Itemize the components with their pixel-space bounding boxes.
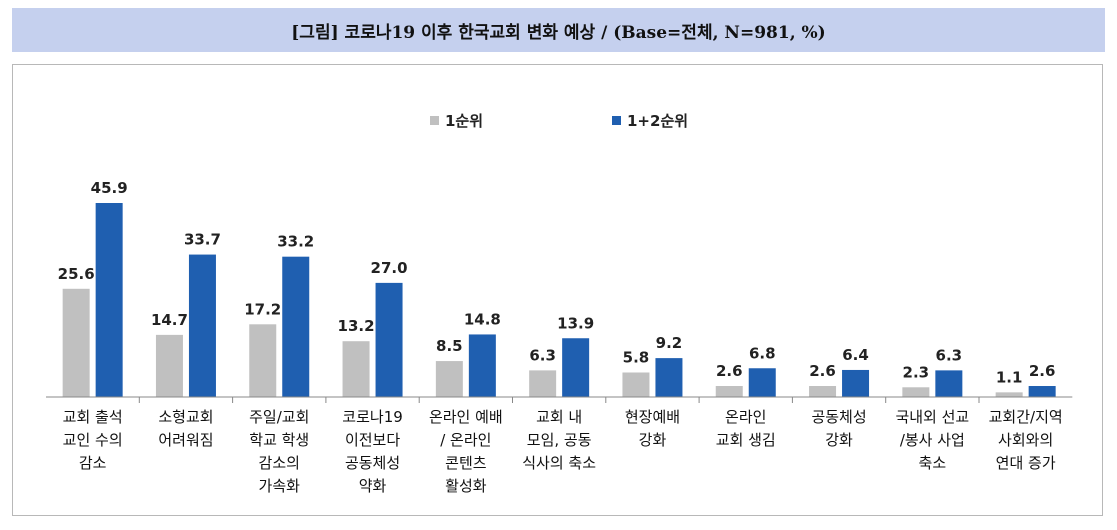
category-label-7-line-2: 강화 bbox=[639, 431, 667, 449]
bar-2-5 bbox=[468, 334, 496, 397]
value-label-2-11: 2.6 bbox=[1029, 362, 1056, 380]
category-label-9-line-1: 공동체성 bbox=[811, 408, 866, 426]
bar-2-8 bbox=[748, 368, 776, 397]
value-label-1-2: 14.7 bbox=[151, 311, 188, 329]
category-label-1-line-2: 교인 수의 bbox=[63, 431, 123, 449]
legend-label-2: 1+2순위 bbox=[627, 112, 688, 130]
category-label-6-line-1: 교회 내 bbox=[536, 408, 582, 426]
category-label-11-line-3: 연대 증가 bbox=[996, 454, 1056, 472]
bar-1-11 bbox=[995, 392, 1023, 397]
category-label-5-line-4: 활성화 bbox=[445, 477, 487, 495]
bar-1-7 bbox=[622, 372, 650, 397]
category-label-10-line-2: /봉사 사업 bbox=[900, 431, 965, 449]
value-label-2-5: 14.8 bbox=[464, 310, 501, 328]
bar-1-3 bbox=[249, 324, 277, 397]
category-label-6-line-2: 모임, 공동 bbox=[527, 431, 592, 449]
category-label-3-line-2: 학교 학생 bbox=[249, 431, 309, 449]
chart-title: [그림] 코로나19 이후 한국교회 변화 예상 / (Base=전체, N=9… bbox=[291, 22, 826, 43]
category-label-5-line-1: 온라인 예배 bbox=[429, 408, 503, 426]
category-label-5-line-2: / 온라인 bbox=[440, 431, 491, 449]
category-label-8-line-1: 온라인 bbox=[725, 408, 766, 426]
category-label-4-line-3: 공동체성 bbox=[345, 454, 400, 472]
category-label-4-line-4: 약화 bbox=[359, 477, 387, 495]
value-label-1-10: 2.3 bbox=[903, 363, 930, 381]
category-label-3-line-3: 감소의 bbox=[259, 454, 300, 472]
category-label-8-line-2: 교회 생김 bbox=[716, 431, 776, 449]
chart-title-bar: [그림] 코로나19 이후 한국교회 변화 예상 / (Base=전체, N=9… bbox=[12, 8, 1105, 52]
value-label-1-11: 1.1 bbox=[996, 368, 1023, 386]
bar-1-5 bbox=[435, 361, 463, 397]
bar-2-2 bbox=[188, 254, 216, 397]
bar-2-7 bbox=[655, 358, 683, 397]
value-label-1-3: 17.2 bbox=[244, 300, 281, 318]
bar-1-10 bbox=[902, 387, 930, 397]
bar-2-1 bbox=[95, 203, 123, 397]
bar-2-9 bbox=[842, 369, 870, 397]
bar-1-6 bbox=[529, 370, 557, 397]
category-label-4-line-1: 코로나19 bbox=[342, 408, 403, 426]
category-label-11-line-1: 교회간/지역 bbox=[989, 408, 1063, 426]
bar-2-10 bbox=[935, 370, 963, 397]
category-label-7-line-1: 현장예배 bbox=[625, 408, 680, 426]
category-label-1-line-3: 감소 bbox=[79, 454, 107, 472]
category-label-1-line-1: 교회 출석 bbox=[63, 408, 123, 426]
category-label-9-line-2: 강화 bbox=[825, 431, 853, 449]
bar-2-11 bbox=[1028, 386, 1056, 397]
category-label-2-line-1: 소형교회 bbox=[158, 408, 213, 426]
category-label-10-line-3: 축소 bbox=[919, 454, 947, 472]
legend-label-1: 1순위 bbox=[445, 112, 483, 130]
category-label-10-line-1: 국내외 선교 bbox=[895, 408, 969, 426]
value-label-2-4: 27.0 bbox=[371, 259, 408, 277]
bar-1-8 bbox=[715, 386, 743, 397]
bar-2-3 bbox=[282, 256, 310, 397]
value-label-1-4: 13.2 bbox=[338, 317, 375, 335]
category-label-4-line-2: 이전보다 bbox=[345, 431, 400, 449]
category-label-5-line-3: 콘텐츠 bbox=[445, 454, 487, 472]
value-label-2-6: 13.9 bbox=[557, 314, 594, 332]
value-label-2-2: 33.7 bbox=[184, 231, 221, 249]
value-label-2-8: 6.8 bbox=[749, 344, 776, 362]
legend-swatch-2 bbox=[612, 116, 621, 125]
value-label-2-10: 6.3 bbox=[936, 346, 963, 364]
bar-1-9 bbox=[809, 386, 837, 397]
bar-2-4 bbox=[375, 282, 403, 397]
value-label-1-8: 2.6 bbox=[716, 362, 743, 380]
category-label-2-line-2: 어려워짐 bbox=[158, 431, 213, 449]
category-label-11-line-2: 사회와의 bbox=[998, 431, 1053, 449]
value-label-2-1: 45.9 bbox=[91, 179, 128, 197]
category-label-6-line-3: 식사의 축소 bbox=[522, 454, 596, 472]
value-label-1-7: 5.8 bbox=[623, 348, 650, 366]
bar-1-4 bbox=[342, 341, 370, 397]
bar-2-6 bbox=[562, 338, 590, 397]
legend-swatch-1 bbox=[430, 116, 439, 125]
bar-1-2 bbox=[155, 334, 183, 397]
value-label-1-6: 6.3 bbox=[529, 346, 556, 364]
value-label-1-1: 25.6 bbox=[58, 265, 95, 283]
value-label-1-5: 8.5 bbox=[436, 337, 463, 355]
value-label-2-3: 33.2 bbox=[277, 233, 314, 251]
category-label-3-line-1: 주일/교회 bbox=[249, 408, 309, 426]
value-label-1-9: 2.6 bbox=[809, 362, 836, 380]
category-label-3-line-4: 가속화 bbox=[259, 477, 301, 495]
value-label-2-9: 6.4 bbox=[842, 346, 869, 364]
value-label-2-7: 9.2 bbox=[656, 334, 683, 352]
bar-1-1 bbox=[62, 288, 90, 397]
